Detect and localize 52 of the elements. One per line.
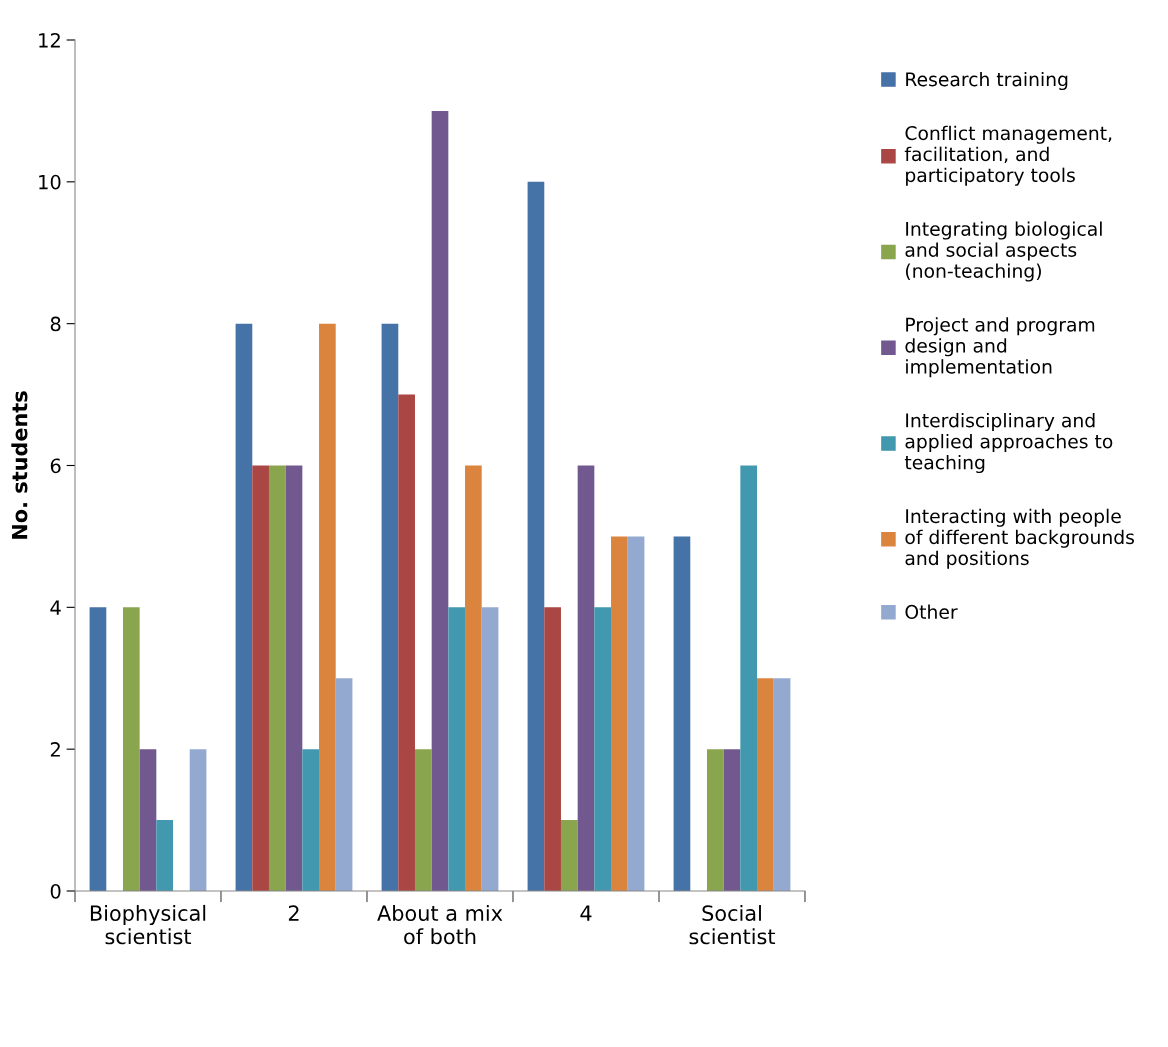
bar: [560, 820, 578, 891]
bar: [156, 820, 174, 891]
bar: [122, 607, 140, 891]
legend-label: Interdisciplinary and applied approaches to teaching: [904, 412, 1113, 474]
bar: [448, 607, 466, 891]
bar: [381, 323, 399, 891]
bar: [740, 465, 758, 891]
y-tick-label: 8: [50, 316, 61, 332]
bar: [319, 323, 336, 891]
x-tick-label: 4: [580, 905, 592, 921]
x-tick-label: Biophysical scientist: [90, 904, 206, 945]
bar: [706, 749, 724, 891]
y-axis-title: No. students: [11, 391, 28, 539]
y-tick-label: 0: [50, 883, 61, 899]
bar: [594, 607, 612, 891]
bar: [335, 678, 353, 891]
bar: [465, 465, 482, 891]
legend-label: Research training: [906, 71, 1068, 91]
y-tick-label: 12: [39, 32, 60, 48]
bar: [89, 607, 107, 891]
bar: [773, 678, 791, 891]
legend-label: Integrating biological and social aspects (non-teaching): [905, 221, 1102, 282]
bar: [285, 465, 303, 891]
y-tick-label: 2: [50, 742, 60, 757]
bar: [139, 749, 157, 891]
bar: [481, 607, 499, 891]
bar: [611, 536, 628, 891]
legend-label: Other: [905, 604, 958, 619]
x-tick-label: Social scientist: [689, 904, 776, 945]
bar: [627, 536, 645, 891]
bar: [302, 749, 320, 891]
y-tick-label: 4: [50, 600, 61, 615]
bar: [268, 465, 286, 891]
legend-label: Conflict management, facilitation, and participatory tools: [904, 125, 1112, 186]
legend-label: Interacting with people of different backgrounds and positions: [905, 508, 1135, 569]
x-tick-label: About a mix of both: [377, 904, 503, 945]
legend-label: Project and program design and implementation: [905, 317, 1095, 378]
x-tick-label: 2: [288, 905, 299, 921]
bar: [189, 749, 207, 891]
bar: [544, 607, 561, 891]
bar: [235, 323, 253, 891]
bar: [723, 749, 741, 891]
bar: [577, 465, 595, 891]
bar: [673, 536, 691, 891]
y-tick-label: 6: [50, 458, 61, 474]
y-tick-label: 10: [39, 174, 61, 190]
bar: [252, 465, 269, 891]
bar: [431, 110, 449, 891]
bar: [757, 678, 774, 891]
bar: [527, 181, 545, 891]
bar: [414, 749, 432, 891]
bar: [398, 394, 415, 891]
